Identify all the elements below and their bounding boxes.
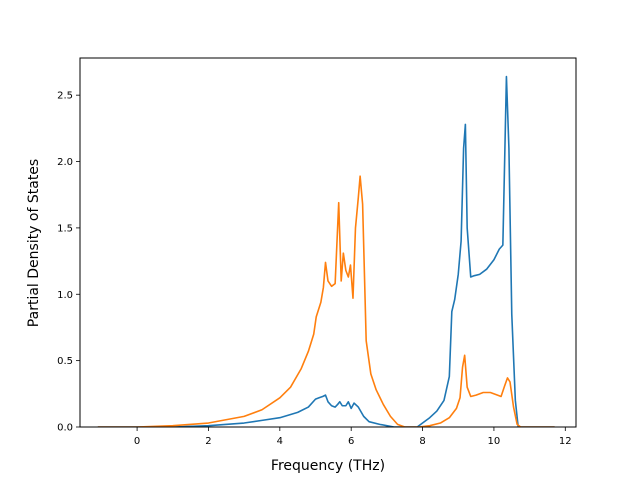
x-tick-label: 12 xyxy=(559,436,572,447)
x-tick-label: 4 xyxy=(277,436,283,447)
plot-frame xyxy=(79,57,577,428)
x-tick-label: 2 xyxy=(205,436,211,447)
y-tick-label: 2.0 xyxy=(57,157,73,168)
x-axis-label: Frequency (THz) xyxy=(271,458,385,474)
y-tick-label: 0.5 xyxy=(57,356,73,367)
y-tick-label: 1.5 xyxy=(57,223,73,234)
y-axis: 0.0 0.5 1.0 1.5 2.0 2.5 xyxy=(57,91,80,434)
series-line-1 xyxy=(97,75,555,427)
series-layer xyxy=(97,75,555,427)
x-tick-label: 8 xyxy=(419,436,425,447)
y-tick-label: 1.0 xyxy=(57,290,73,301)
x-tick-label: 10 xyxy=(488,436,501,447)
y-axis-label: Partial Density of States xyxy=(26,159,42,327)
x-tick-label: 6 xyxy=(348,436,354,447)
y-tick-label: 2.5 xyxy=(57,91,73,102)
x-tick-label: 0 xyxy=(134,436,140,447)
series-line-2 xyxy=(97,175,555,427)
y-tick-label: 0.0 xyxy=(57,423,73,434)
x-axis: 0 2 4 6 8 10 12 xyxy=(134,427,572,447)
